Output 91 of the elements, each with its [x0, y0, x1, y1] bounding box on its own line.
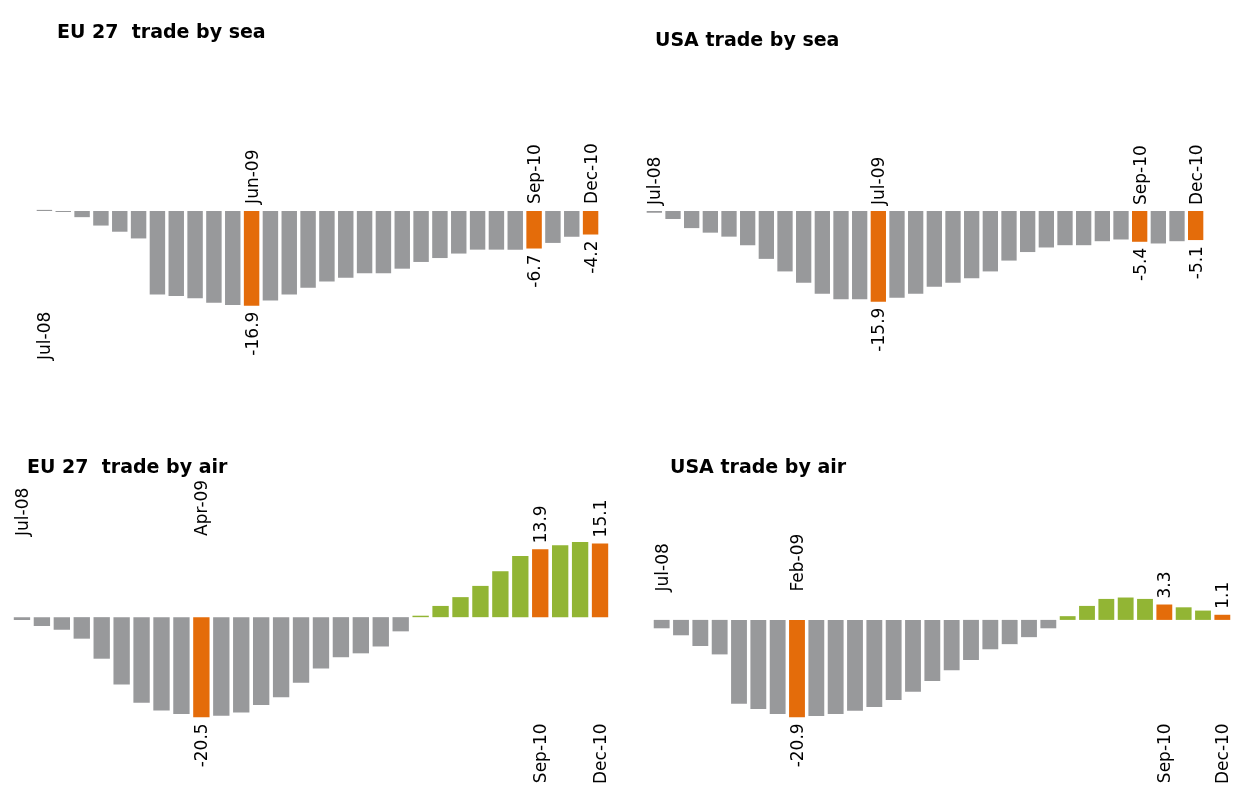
chart-title: EU 27 trade by air	[27, 454, 228, 477]
bar	[492, 571, 509, 618]
x-tick-label: Jun-09	[241, 149, 262, 205]
bar	[1214, 614, 1231, 620]
bar	[943, 619, 960, 671]
data-label: 15.1	[590, 499, 611, 538]
bar	[692, 619, 709, 647]
bar	[750, 619, 767, 709]
x-tick-label: Dec-10	[1185, 144, 1206, 205]
bar	[53, 617, 71, 630]
bar	[93, 617, 110, 659]
bar	[731, 619, 747, 704]
data-label: -20.9	[787, 723, 807, 768]
bar	[1117, 597, 1134, 620]
bar	[789, 619, 805, 718]
x-tick-label: Dec-10	[1212, 723, 1233, 785]
data-label: -16.9	[241, 311, 262, 356]
bar	[924, 619, 941, 681]
bar	[885, 619, 902, 701]
x-tick-label: Jul-08	[644, 156, 665, 206]
data-label: -4.2	[580, 240, 601, 274]
bar	[1079, 605, 1095, 620]
bar	[13, 617, 31, 621]
bar	[571, 541, 589, 618]
bar	[352, 617, 370, 654]
x-tick-label: Dec-10	[580, 143, 601, 204]
bar	[372, 617, 389, 647]
data-label: -20.5	[191, 723, 212, 768]
x-tick-label: Jul-09	[868, 156, 889, 206]
bar	[472, 585, 489, 618]
bar	[711, 619, 728, 655]
x-tick-label: Sep-10	[1129, 145, 1150, 205]
x-tick-label: Sep-10	[530, 723, 551, 784]
chart-title: USA trade by sea	[655, 27, 840, 50]
bar	[1021, 619, 1037, 638]
bar	[532, 549, 549, 618]
bar	[905, 619, 921, 692]
data-label: -5.4	[1129, 247, 1150, 281]
bar	[272, 617, 290, 698]
bar	[1137, 598, 1153, 620]
bar	[133, 617, 150, 703]
bar	[1059, 616, 1076, 620]
bar	[392, 617, 409, 632]
bar	[113, 617, 130, 685]
data-label: -5.1	[1185, 246, 1206, 280]
data-label: -6.7	[524, 254, 545, 288]
bar	[193, 617, 210, 718]
bar	[653, 619, 670, 629]
bar	[847, 619, 863, 711]
bar	[452, 597, 469, 618]
x-tick-label: Apr-09	[191, 479, 212, 536]
bar	[551, 545, 569, 618]
bar	[312, 617, 330, 669]
bar	[769, 619, 786, 715]
bar	[292, 617, 310, 683]
chart-title: EU 27 trade by sea	[57, 19, 266, 42]
bar	[591, 543, 609, 618]
bar	[233, 617, 250, 713]
bar	[213, 617, 230, 716]
bar	[808, 619, 825, 716]
bar	[1040, 619, 1057, 629]
data-label: 1.1	[1212, 581, 1233, 609]
bar	[173, 617, 190, 714]
x-tick-label: Feb-09	[787, 533, 807, 592]
chart-title: USA trade by air	[670, 454, 847, 477]
x-tick-label: Sep-10	[1154, 723, 1175, 784]
bar	[1098, 598, 1115, 620]
bar	[432, 605, 449, 618]
bar	[153, 617, 170, 711]
x-tick-label: Jul-08	[34, 311, 55, 361]
bar	[982, 619, 999, 650]
bar	[866, 619, 883, 708]
x-tick-label: Jul-08	[11, 487, 32, 537]
data-label: 3.3	[1154, 571, 1175, 599]
bar	[827, 619, 844, 715]
x-tick-label: Dec-10	[590, 723, 611, 785]
x-tick-label: Sep-10	[524, 144, 545, 204]
bar	[1156, 604, 1173, 620]
bar	[332, 617, 350, 658]
bar	[1195, 610, 1211, 620]
bar	[252, 617, 270, 706]
bar	[1001, 619, 1018, 645]
bar	[963, 619, 979, 660]
bar	[33, 617, 51, 626]
bar	[1175, 607, 1192, 620]
bar	[73, 617, 90, 639]
bar	[512, 556, 529, 618]
data-label: -15.9	[868, 307, 889, 352]
data-label: 13.9	[530, 505, 551, 544]
bar	[673, 619, 689, 636]
x-tick-label: Jul-08	[651, 543, 672, 593]
